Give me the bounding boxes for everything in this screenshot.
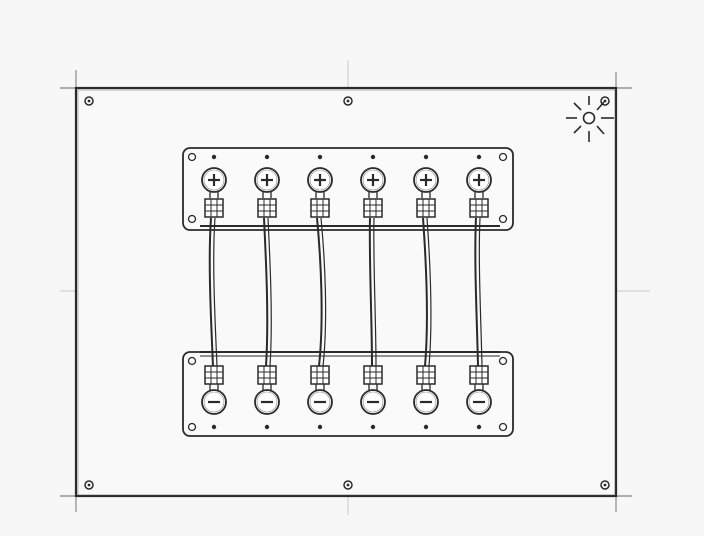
terminal-plus-icon (360, 167, 386, 198)
wire-icon (368, 217, 377, 367)
screw-icon (187, 152, 197, 162)
rivet-dot (264, 154, 270, 160)
outer-panel (60, 70, 632, 512)
connector-block (310, 365, 330, 385)
connector-block (257, 198, 277, 218)
connector-block (204, 365, 224, 385)
panel-screws (84, 96, 610, 490)
screw-icon (600, 96, 610, 106)
terminal-column (413, 154, 439, 430)
terminal-minus-icon (201, 384, 227, 415)
terminal-column (254, 154, 280, 430)
connector-block (310, 198, 330, 218)
terminal-minus-icon (307, 384, 333, 415)
rivet-dot (370, 424, 376, 430)
terminal-plus-icon (254, 167, 280, 198)
terminal-column (307, 154, 333, 430)
screw-icon (187, 422, 197, 432)
rivet-dot (423, 154, 429, 160)
terminal-plus-icon (466, 167, 492, 198)
terminal-columns (201, 154, 492, 430)
terminal-column (360, 154, 386, 430)
rivet-dot (317, 424, 323, 430)
terminal-minus-icon (360, 384, 386, 415)
connector-block (469, 365, 489, 385)
screw-icon (84, 480, 94, 490)
light-icon (566, 96, 614, 142)
terminal-minus-icon (254, 384, 280, 415)
screw-icon (187, 356, 197, 366)
terminal-plus-icon (201, 167, 227, 198)
connector-block (363, 365, 383, 385)
screw-icon (600, 480, 610, 490)
rivet-dot (423, 424, 429, 430)
connector-block (469, 198, 489, 218)
rivet-dot (476, 154, 482, 160)
connector-block (416, 198, 436, 218)
wire-icon (208, 217, 218, 367)
connector-block (204, 198, 224, 218)
rivet-dot (476, 424, 482, 430)
screw-icon (343, 480, 353, 490)
wire-icon (263, 217, 272, 367)
terminal-column (466, 154, 492, 430)
terminal-column (201, 154, 227, 430)
wire-icon (474, 217, 483, 367)
rivet-dot (264, 424, 270, 430)
rivet-dot (370, 154, 376, 160)
screw-icon (498, 422, 508, 432)
screw-icon (498, 214, 508, 224)
rivet-dot (211, 154, 217, 160)
screw-icon (84, 96, 94, 106)
screw-icon (498, 152, 508, 162)
connector-block (363, 198, 383, 218)
connector-block (257, 365, 277, 385)
terminal-minus-icon (466, 384, 492, 415)
connector-block (416, 365, 436, 385)
screw-icon (187, 214, 197, 224)
positive-terminal-strip (182, 147, 514, 231)
negative-terminal-strip (182, 351, 514, 437)
screw-icon (498, 356, 508, 366)
terminal-plus-icon (413, 167, 439, 198)
wire-icon (422, 217, 432, 367)
terminal-minus-icon (413, 384, 439, 415)
wire-icon (316, 217, 327, 367)
rivet-dot (211, 424, 217, 430)
screw-icon (343, 96, 353, 106)
terminal-plus-icon (307, 167, 333, 198)
rivet-dot (317, 154, 323, 160)
